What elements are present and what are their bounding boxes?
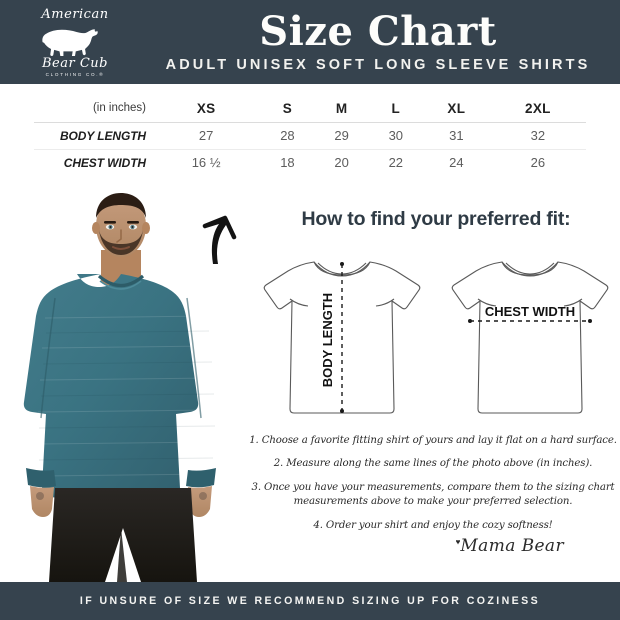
brand-logo: American Bear Cub CLOTHING CO.®	[0, 0, 150, 84]
logo-clothing-co-text: CLOTHING CO.®	[45, 71, 105, 77]
size-table-zone: (in inches) XS S M L XL 2XL BODY LENGTH …	[0, 84, 620, 188]
instruction-step-4: 4. Order your shirt and enjoy the cozy s…	[313, 519, 553, 531]
footer-message: IF UNSURE OF SIZE WE RECOMMEND SIZING UP…	[79, 595, 541, 607]
size-header-l: L	[368, 95, 423, 123]
curved-up-arrow-icon	[202, 215, 237, 264]
table-row-body-length: BODY LENGTH 27 28 29 30 31 32	[34, 122, 586, 150]
body-length-s: 28	[260, 122, 315, 150]
header-text-block: Size Chart ADULT UNISEX SOFT LONG SLEEVE…	[150, 7, 620, 73]
instruction-steps: 1. Choose a favorite fitting shirt of yo…	[246, 434, 620, 542]
heart-icon: ♥	[455, 537, 461, 547]
body-length-2xl: 32	[489, 122, 586, 150]
page-title: Size Chart	[259, 7, 497, 55]
fit-heading: How to find your preferred fit:	[301, 208, 571, 230]
instruction-step-1: 1. Choose a favorite fitting shirt of yo…	[249, 435, 617, 446]
row-label-body-length: BODY LENGTH	[34, 122, 152, 150]
chest-width-diagram-label: CHEST WIDTH	[485, 304, 575, 319]
size-header-m: M	[314, 95, 369, 123]
bear-silhouette-icon	[42, 28, 98, 56]
size-header-2xl: 2XL	[489, 95, 586, 123]
size-table: (in inches) XS S M L XL 2XL BODY LENGTH …	[34, 95, 586, 176]
unit-label: (in inches)	[34, 95, 152, 123]
chest-width-xl: 24	[449, 155, 464, 171]
footer-banner: IF UNSURE OF SIZE WE RECOMMEND SIZING UP…	[0, 582, 620, 620]
body-length-m: 29	[314, 122, 369, 150]
model-photo	[0, 188, 250, 582]
size-header-s: S	[260, 95, 315, 123]
header-banner: American Bear Cub CLOTHING CO.® Size Cha…	[0, 0, 620, 84]
tshirt-outline-chest-width: CHEST WIDTH	[451, 261, 609, 414]
instruction-step-2: 2. Measure along the same lines of the p…	[273, 458, 593, 470]
model-illustration	[23, 193, 216, 582]
chest-width-s: 18	[280, 155, 295, 171]
size-header-xl: XL	[422, 95, 490, 123]
chest-width-m: 20	[334, 155, 349, 171]
body-length-xs: 27	[152, 122, 261, 150]
tshirt-body-length-diagram: BODY LENGTH	[252, 248, 432, 430]
body-length-l: 30	[368, 122, 423, 150]
logo-script-american: American	[41, 6, 109, 22]
signature-block: ♥Mama Bear	[252, 536, 620, 556]
instruction-step-3: 3. Once you have your measurements, comp…	[251, 481, 615, 508]
row-label-chest-width: CHEST WIDTH	[63, 155, 146, 170]
chest-width-2xl: 26	[530, 155, 546, 171]
chest-width-xs: 16 ½	[191, 155, 221, 171]
tshirt-outline-body-length: BODY LENGTH	[263, 261, 421, 414]
size-header-xs: XS	[152, 95, 261, 123]
table-header-row: (in inches) XS S M L XL 2XL	[34, 95, 586, 123]
table-row-chest-width: CHEST WIDTH 16 ½ 18 20 22 24 26	[34, 149, 586, 176]
shirt-diagrams: BODY LENGTH CHEST WIDTH	[252, 248, 620, 430]
body-length-diagram-label: BODY LENGTH	[320, 293, 335, 387]
logo-script-bear-cub: Bear Cub	[42, 55, 108, 71]
page-subtitle: ADULT UNISEX SOFT LONG SLEEVE SHIRTS	[165, 56, 591, 73]
signature-mama-bear: Mama Bear	[460, 536, 564, 556]
body-length-xl: 31	[422, 122, 490, 150]
chest-width-l: 22	[388, 155, 404, 171]
tshirt-chest-width-diagram: CHEST WIDTH	[440, 248, 620, 430]
